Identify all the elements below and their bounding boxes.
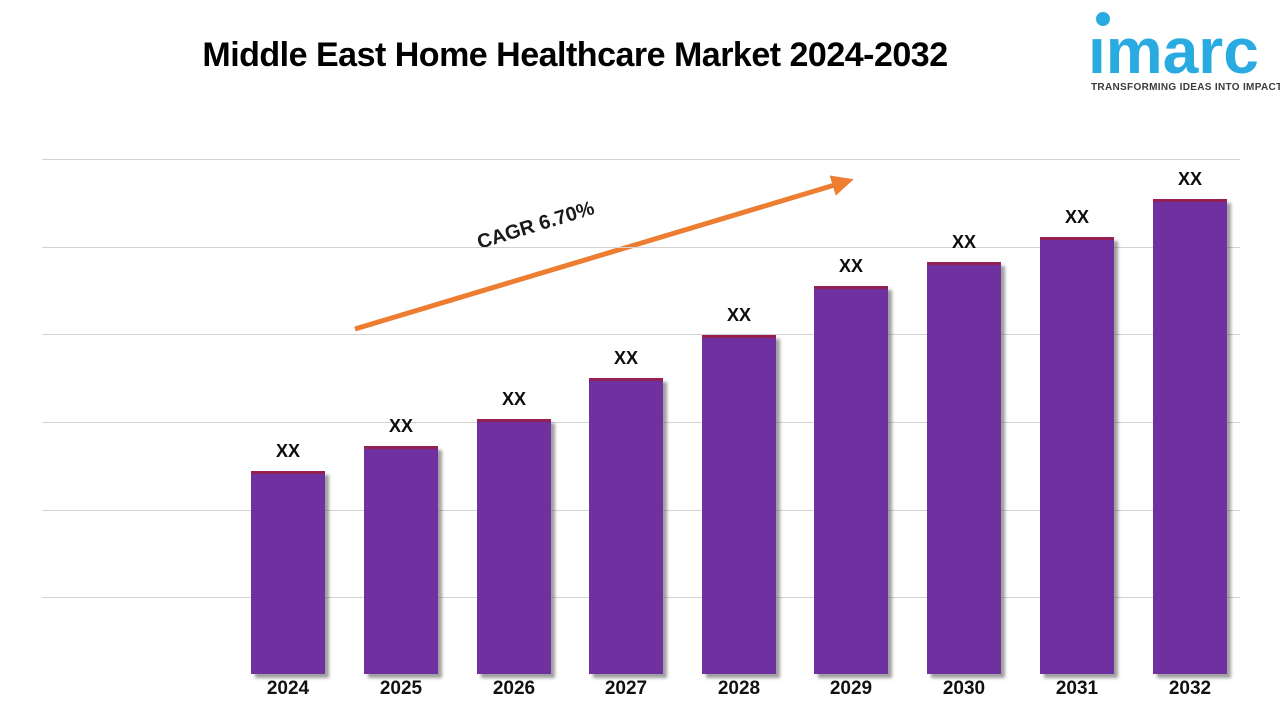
x-tick-label-2025: 2025 [379, 678, 423, 699]
bar-value-label-2024: XX [275, 441, 300, 461]
x-tick-label-2030: 2030 [942, 678, 986, 699]
bar-2025 [364, 446, 438, 674]
bar-value-label-2031: XX [1064, 207, 1089, 227]
bar-2031 [1040, 237, 1114, 674]
x-tick-label-2032: 2032 [1168, 678, 1212, 699]
x-tick-label-2028: 2028 [717, 678, 761, 699]
page-title: Middle East Home Healthcare Market 2024-… [202, 36, 948, 74]
bar-value-label-2030: XX [951, 232, 976, 252]
imarc-tagline: TRANSFORMING IDEAS INTO IMPACT [1091, 82, 1280, 93]
bar-value-label-2025: XX [388, 416, 413, 436]
x-tick-label-2024: 2024 [266, 678, 310, 699]
bar-value-label-2032: XX [1177, 169, 1202, 189]
bar-2030 [927, 262, 1001, 674]
imarc-logo-dot-icon [1096, 12, 1110, 26]
imarc-logo: ımarc TRANSFORMING IDEAS INTO IMPACT [1088, 8, 1280, 100]
gridline-2 [42, 334, 1240, 335]
gridline-0 [42, 159, 1240, 160]
bar-2029 [814, 286, 888, 674]
bar-2032 [1153, 199, 1227, 674]
x-tick-label-2026: 2026 [492, 678, 536, 699]
bar-value-label-2027: XX [613, 348, 638, 368]
bar-2027 [589, 378, 663, 674]
x-tick-label-2027: 2027 [604, 678, 648, 699]
bar-value-label-2026: XX [501, 389, 526, 409]
x-tick-label-2031: 2031 [1055, 678, 1099, 699]
bar-value-label-2028: XX [726, 305, 751, 325]
bar-2024 [251, 471, 325, 674]
bar-2026 [477, 419, 551, 674]
x-tick-label-2029: 2029 [829, 678, 873, 699]
imarc-brand-text: ımarc [1088, 15, 1259, 87]
gridline-1 [42, 247, 1240, 248]
bar-value-label-2029: XX [838, 256, 863, 276]
bar-2028 [702, 335, 776, 674]
